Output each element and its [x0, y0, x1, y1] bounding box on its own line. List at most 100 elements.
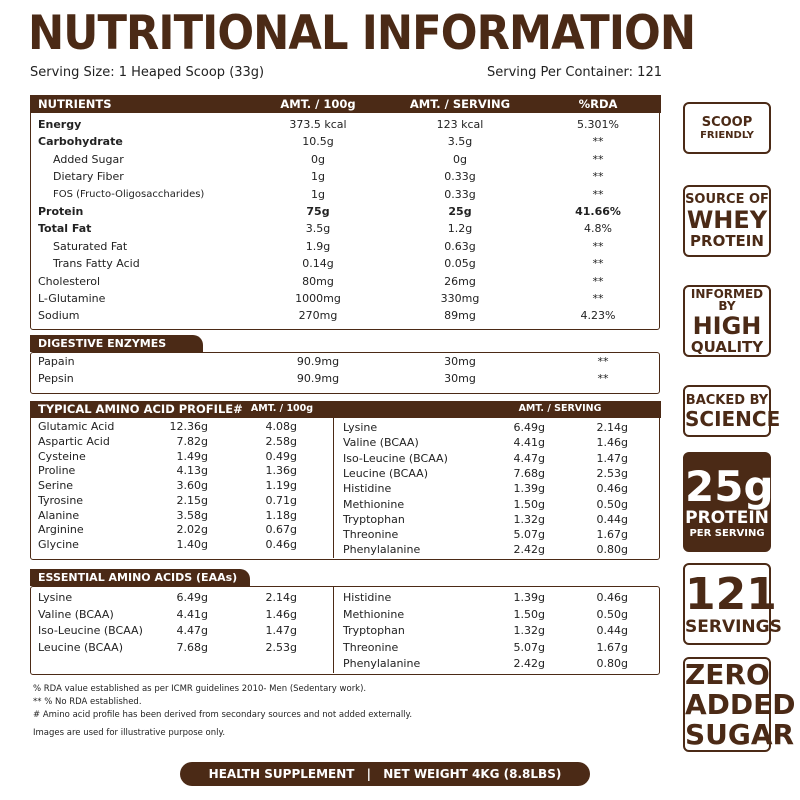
amino-value: 7.68g [176, 640, 208, 654]
amino-value: 3.58g [176, 508, 208, 522]
amino-value: 1.19g [265, 479, 297, 492]
footnote: Images are used for illustrative purpose… [33, 728, 226, 738]
amino-value: 2.53g [265, 640, 297, 654]
amino-name: Leucine (BCAA) [343, 466, 428, 480]
amino-value: 7.82g [176, 434, 208, 448]
nutrient-value: ** [592, 187, 604, 201]
nutrient-name: FOS (Fructo-Oligosaccharides) [53, 188, 205, 200]
nutrient-value: 0.05g [444, 257, 476, 271]
amino-value: 1.47g [596, 451, 628, 465]
amino-name: Threonine [343, 640, 399, 654]
badge: INFORMED BY HIGH QUALITY [683, 285, 771, 357]
amino-value: 1.47g [265, 624, 297, 637]
enzymes-box [30, 352, 660, 394]
amino-value: 0.49g [265, 449, 297, 463]
amino-name: Valine (BCAA) [38, 607, 114, 621]
amino-value: 2.14g [265, 591, 297, 604]
nutrient-value: 3.5g [447, 135, 473, 149]
amino-name: Tryptophan [343, 624, 405, 637]
enzyme-value: 30mg [444, 372, 476, 385]
nutrient-value: 373.5 kcal [289, 118, 347, 131]
amino-name: Phenylalanine [343, 657, 421, 670]
amino-value: 1.49g [176, 449, 208, 463]
amino-name: Methionine [343, 607, 405, 621]
amino-value: 4.08g [265, 420, 297, 433]
column-header: %RDA [578, 97, 618, 111]
nutrient-value: 1000mg [295, 292, 341, 305]
badge-text: BACKED BY [685, 392, 769, 408]
amino-value: 0.80g [596, 543, 628, 557]
column-header: NUTRIENTS [38, 97, 112, 111]
nutrient-value: ** [592, 239, 604, 253]
badge-text: 121 [685, 568, 777, 620]
amino-value: 1.40g [176, 538, 208, 551]
amino-name: Histidine [343, 482, 392, 496]
amino-value: 2.53g [596, 466, 628, 480]
amino-value: 2.02g [176, 523, 208, 537]
nutrient-value: ** [592, 135, 604, 149]
nutrient-name: Sodium [38, 309, 80, 323]
column-header: AMT. / 100g [280, 97, 356, 111]
column-header: AMT. / SERVING [518, 403, 602, 414]
nutrient-value: 1.2g [447, 222, 473, 236]
badge-text: SCOOP [701, 114, 753, 130]
nutrient-value: 75g [306, 205, 330, 218]
badge-text: ADDED [685, 687, 796, 721]
badge: BACKED BY SCIENCE [683, 385, 781, 437]
amino-value: 1.46g [265, 607, 297, 621]
nutrient-name: Carbohydrate [38, 135, 123, 149]
footer-right: NET WEIGHT 4KG (8.8LBS) [383, 767, 562, 781]
nutrient-value: ** [592, 152, 604, 166]
badge: SOURCE OF WHEY PROTEIN [683, 185, 771, 257]
nutrient-value: 1g [311, 187, 325, 201]
nutrient-value: ** [592, 257, 604, 271]
amino-name: Glycine [38, 538, 79, 551]
amino-value: 1.67g [596, 528, 628, 542]
footnote: ** % No RDA established. [33, 697, 142, 707]
amino-value: 4.47g [513, 451, 545, 465]
badge-text: HIGH [692, 311, 762, 340]
footer-bar: HEALTH SUPPLEMENT | NET WEIGHT 4KG (8.8L… [180, 762, 590, 786]
amino-value: 0.71g [265, 493, 297, 507]
amino-name: Lysine [38, 591, 73, 604]
nutrient-value: 26mg [444, 274, 476, 288]
nutrient-value: 0.63g [444, 239, 476, 253]
nutrient-value: ** [592, 170, 604, 184]
nutrient-value: 0.33g [444, 187, 476, 201]
badge-text: WHEY [686, 206, 768, 234]
nutrients-header [30, 95, 661, 113]
nutrient-value: 80mg [302, 274, 334, 288]
nutrient-value: 4.8% [584, 222, 612, 236]
title: NUTRITIONAL INFORMATION [28, 6, 696, 61]
badge-text: SCIENCE [685, 406, 781, 431]
amino-name: Phenylalanine [343, 543, 421, 557]
amino-value: 12.36g [169, 420, 208, 433]
badge-text: QUALITY [690, 337, 764, 356]
nutrient-name: L-Glutamine [38, 292, 106, 305]
amino-name: Glutamic Acid [38, 420, 115, 433]
badge-text: FRIENDLY [700, 129, 754, 141]
amino-value: 1.46g [596, 436, 628, 450]
enzyme-value: ** [597, 355, 609, 368]
nutrient-value: 0.33g [444, 170, 476, 184]
amino-name: Valine (BCAA) [343, 436, 419, 450]
amino-value: 1.50g [513, 497, 545, 511]
amino-value: 2.42g [513, 543, 545, 557]
amino-name: Alanine [38, 508, 80, 522]
amino-value: 3.60g [176, 479, 208, 492]
amino-title: TYPICAL AMINO ACID PROFILE# [38, 402, 243, 416]
amino-name: Leucine (BCAA) [38, 640, 123, 654]
amino-name: Methionine [343, 497, 405, 511]
nutrient-value: 0g [311, 152, 325, 166]
divider [333, 418, 334, 558]
nutrient-value: 1.9g [305, 239, 331, 253]
amino-name: Arginine [38, 523, 84, 537]
amino-value: 4.41g [176, 607, 208, 621]
nutrient-value: ** [592, 274, 604, 288]
nutrient-value: 5.301% [577, 118, 619, 131]
footnote: # Amino acid profile has been derived fr… [33, 710, 413, 720]
amino-name: Tryptophan [343, 512, 405, 526]
amino-value: 0.50g [596, 607, 628, 621]
badge-text: SUGAR [685, 717, 795, 751]
badge: 25g PROTEIN PER SERVING [683, 452, 774, 552]
